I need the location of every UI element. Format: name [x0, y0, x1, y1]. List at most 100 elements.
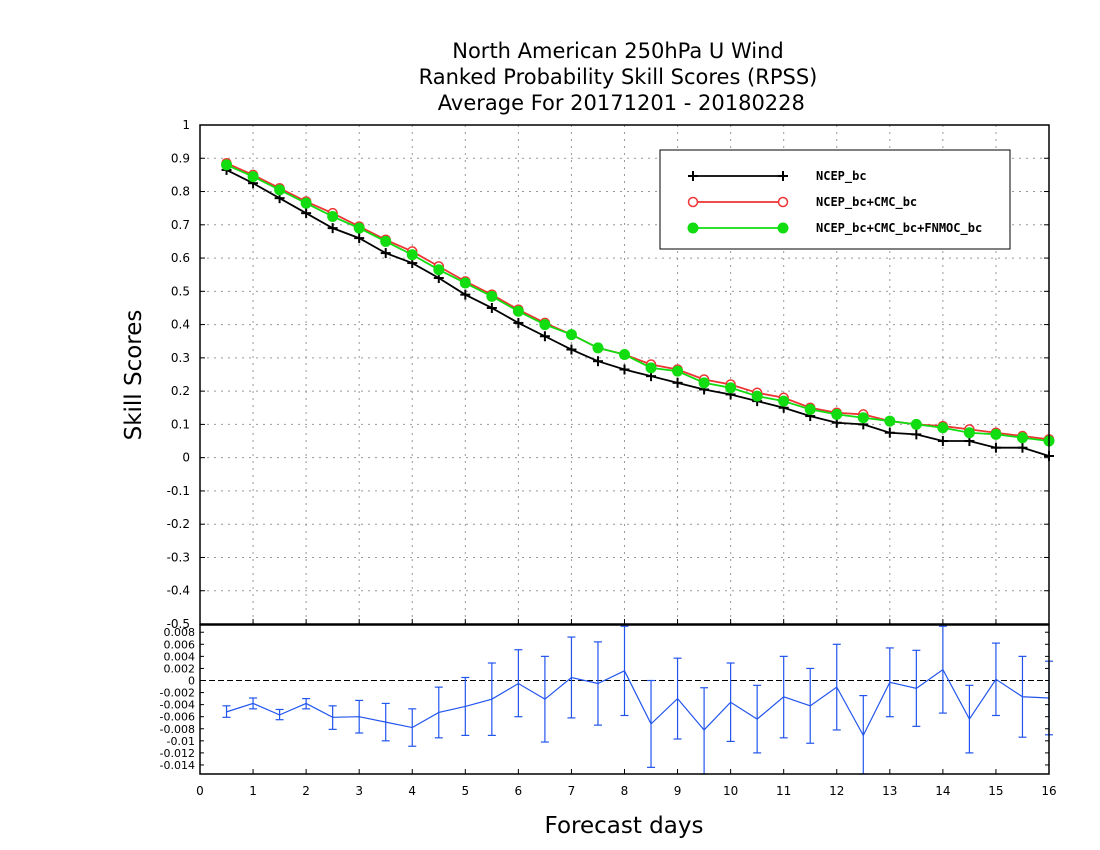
x-tick-label: 1	[249, 784, 257, 798]
sub-y-tick-label: -0.014	[160, 759, 195, 772]
x-tick-labels: 0 1 2 3 4 5 6 7 8 9 10 11 12 13 14 15 16	[196, 619, 1057, 798]
series-3-point	[857, 412, 869, 424]
series-1-point	[937, 436, 948, 447]
series-3-point	[486, 290, 498, 302]
series-3-point	[353, 222, 365, 234]
series-3-point	[327, 210, 339, 222]
main-y-tick-label: -0.1	[167, 484, 190, 498]
legend-label: NCEP_bc+CMC_bc+FNMOC_bc	[816, 221, 982, 236]
series-1-point	[911, 429, 922, 440]
legend-marker	[688, 171, 698, 181]
series-3-point	[433, 264, 445, 276]
series-3-point	[539, 319, 551, 331]
x-tick-label: 11	[776, 784, 791, 798]
series-3-point	[565, 329, 577, 341]
series-3-point	[725, 382, 737, 394]
x-axis-title: Forecast days	[545, 813, 704, 839]
title-line-1: North American 250hPa U Wind	[452, 39, 784, 63]
sub-y-tick-label: -0.004	[160, 699, 195, 712]
series-3	[221, 159, 1055, 447]
series-3-point	[751, 390, 763, 402]
series-3-point	[910, 418, 922, 430]
series-3-point	[990, 428, 1002, 440]
legend-marker	[777, 196, 789, 208]
legend-label: NCEP_bc	[816, 169, 867, 184]
main-y-tick-label: 0.4	[171, 318, 190, 332]
series-1	[221, 164, 1054, 462]
series-1-point	[990, 442, 1001, 453]
series-1-point	[513, 317, 524, 328]
main-y-tick-label: 0.1	[171, 417, 190, 431]
series-1-point	[486, 302, 497, 313]
x-tick-label: 10	[723, 784, 738, 798]
legend-marker	[777, 222, 789, 234]
title-line-2: Ranked Probability Skill Scores (RPSS)	[419, 65, 818, 89]
x-tick-label: 5	[461, 784, 469, 798]
x-tick-label: 9	[674, 784, 682, 798]
series-1-point	[460, 289, 471, 300]
series-3-point	[459, 277, 471, 289]
series-1-point	[539, 331, 550, 342]
difference-line	[226, 668, 1050, 737]
series-3-point	[1016, 432, 1028, 444]
series-3-point	[778, 395, 790, 407]
main-y-tick-label: 0.2	[171, 384, 190, 398]
legend-entry-1: NCEP_bc	[688, 169, 867, 184]
y-axis-title: Skill Scores	[121, 310, 147, 441]
series-3-point	[406, 249, 418, 261]
x-tick-label: 15	[988, 784, 1003, 798]
sub-y-tick-label: -0.006	[160, 711, 195, 724]
sub-y-tick-label: -0.002	[160, 687, 195, 700]
main-y-tick-label: -0.5	[167, 617, 190, 631]
series-3-point	[221, 159, 233, 171]
main-y-tick-label: 0.5	[171, 284, 190, 298]
main-y-tick-label: -0.4	[167, 584, 190, 598]
series-3-point	[380, 235, 392, 247]
series-1-point	[592, 356, 603, 367]
series-3-point	[884, 415, 896, 427]
sub-y-tick-label: 0.006	[164, 638, 196, 651]
legend-entry-3: NCEP_bc+CMC_bc+FNMOC_bc	[687, 221, 982, 236]
x-tick-label: 7	[568, 784, 576, 798]
series-3-point	[804, 403, 816, 415]
series-1-point	[566, 344, 577, 355]
main-y-tick-label: 0	[182, 451, 190, 465]
x-tick-label: 13	[882, 784, 897, 798]
sub-y-tick-label: -0.008	[160, 723, 195, 736]
series-3-point	[300, 197, 312, 209]
sub-y-tick-label: -0.012	[160, 747, 195, 760]
sub-plot-frame	[199, 624, 1050, 775]
series-3-point	[963, 427, 975, 439]
series-3-point	[937, 422, 949, 434]
series-3-point	[831, 408, 843, 420]
main-y-tick-label: 0.9	[171, 151, 190, 165]
main-y-tick-label: 0.7	[171, 218, 190, 232]
legend-marker	[778, 171, 788, 181]
series-3-point	[672, 365, 684, 377]
x-tick-label: 16	[1041, 784, 1056, 798]
series-1-point	[380, 248, 391, 259]
x-tick-label: 0	[196, 784, 204, 798]
main-y-tick-labels: 1 0.9 0.8 0.7 0.6 0.5 0.4 0.3 0.2 0.1 0 -0.1 -0.2 -0.…	[167, 118, 1049, 631]
series-3-point	[698, 377, 710, 389]
series-1-point	[1017, 442, 1028, 453]
sub-y-tick-labels: 0.0080.0060.0040.0020-0.002-0.004-0.006-…	[160, 626, 1049, 772]
x-tick-label: 8	[621, 784, 629, 798]
main-y-tick-label: 0.6	[171, 251, 190, 265]
series-3-point	[592, 342, 604, 354]
x-tick-label: 6	[515, 784, 523, 798]
main-y-tick-label: -0.2	[167, 517, 190, 531]
title-line-3: Average For 20171201 - 20180228	[431, 91, 805, 115]
series-1-point	[884, 427, 895, 438]
legend-box	[659, 149, 1011, 250]
sub-y-tick-label: 0	[188, 674, 195, 687]
series-1-point	[672, 377, 683, 388]
sub-y-tick-label: 0.002	[164, 662, 196, 675]
legend-entry-2: NCEP_bc+CMC_bc	[687, 195, 917, 210]
main-y-tick-label: -0.3	[167, 550, 190, 564]
sub-y-tick-label: 0.008	[164, 626, 196, 639]
difference-series	[222, 625, 1053, 775]
main-y-tick-label: 0.3	[171, 351, 190, 365]
sub-y-tick-label: -0.01	[167, 735, 195, 748]
